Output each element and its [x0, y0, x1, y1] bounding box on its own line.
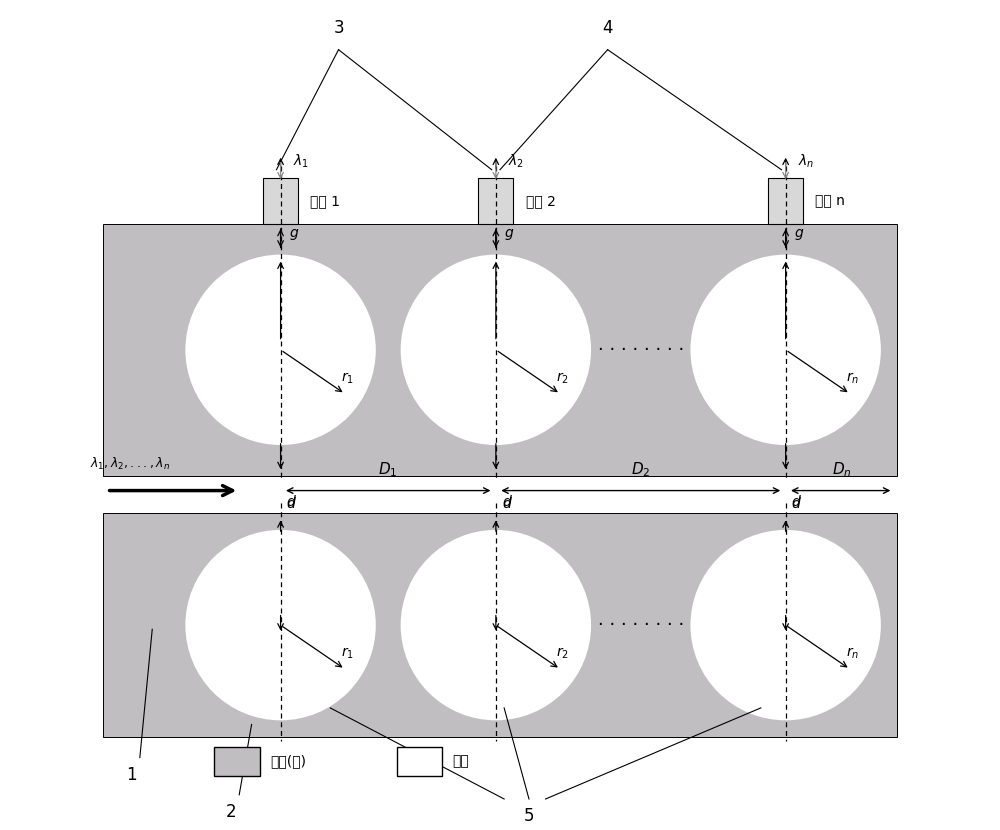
Text: $g$: $g$ [794, 227, 804, 242]
Text: $d$: $d$ [791, 495, 802, 510]
Bar [263, 222, 298, 224]
Text: 通道 n: 通道 n [815, 193, 845, 208]
Text: 金属(银): 金属(银) [270, 754, 306, 769]
Text: $\lambda_1$: $\lambda_1$ [293, 153, 309, 170]
Text: $r_n$: $r_n$ [846, 371, 859, 386]
Text: 2: 2 [226, 803, 236, 821]
Text: 4: 4 [602, 19, 613, 37]
Text: 通道 2: 通道 2 [526, 193, 556, 208]
Bar [397, 747, 442, 776]
Circle shape [690, 530, 881, 720]
Text: $g$: $g$ [504, 227, 514, 242]
Text: 1: 1 [126, 766, 137, 784]
Text: $d$: $d$ [791, 496, 802, 510]
Text: $D_n$: $D_n$ [832, 460, 851, 479]
Text: $d$: $d$ [502, 495, 513, 510]
Text: $d$: $d$ [286, 495, 297, 510]
Circle shape [185, 255, 376, 445]
Text: $r_1$: $r_1$ [341, 371, 354, 386]
Text: $r_2$: $r_2$ [556, 646, 569, 662]
Text: $D_2$: $D_2$ [631, 460, 650, 479]
Bar [478, 178, 513, 223]
Text: $g$: $g$ [289, 227, 299, 242]
Text: 3: 3 [333, 19, 344, 37]
Text: $\lambda_2$: $\lambda_2$ [508, 153, 524, 170]
Text: $r_2$: $r_2$ [556, 371, 569, 386]
Text: · · · · · · · ·: · · · · · · · · [598, 616, 684, 634]
Text: $\lambda_n$: $\lambda_n$ [798, 153, 814, 170]
Bar [478, 222, 513, 224]
Text: $d$: $d$ [502, 496, 513, 510]
Circle shape [185, 530, 376, 720]
Bar [263, 178, 298, 223]
Bar [768, 178, 803, 223]
Text: 通道 1: 通道 1 [310, 193, 340, 208]
Text: 空气: 空气 [452, 754, 469, 769]
Text: · · · · · · · ·: · · · · · · · · [598, 341, 684, 359]
Text: $D_1$: $D_1$ [378, 460, 398, 479]
Circle shape [401, 255, 591, 445]
Bar [214, 747, 260, 776]
Bar [768, 222, 803, 224]
Circle shape [690, 255, 881, 445]
Text: $r_1$: $r_1$ [341, 646, 354, 662]
Text: $d$: $d$ [286, 496, 297, 510]
Bar [103, 513, 897, 737]
Circle shape [401, 530, 591, 720]
Bar [103, 223, 897, 476]
Text: $r_n$: $r_n$ [846, 646, 859, 662]
Text: $\lambda_1, \lambda_2, ..., \lambda_n$: $\lambda_1, \lambda_2, ..., \lambda_n$ [90, 457, 170, 472]
Text: 5: 5 [524, 808, 534, 825]
